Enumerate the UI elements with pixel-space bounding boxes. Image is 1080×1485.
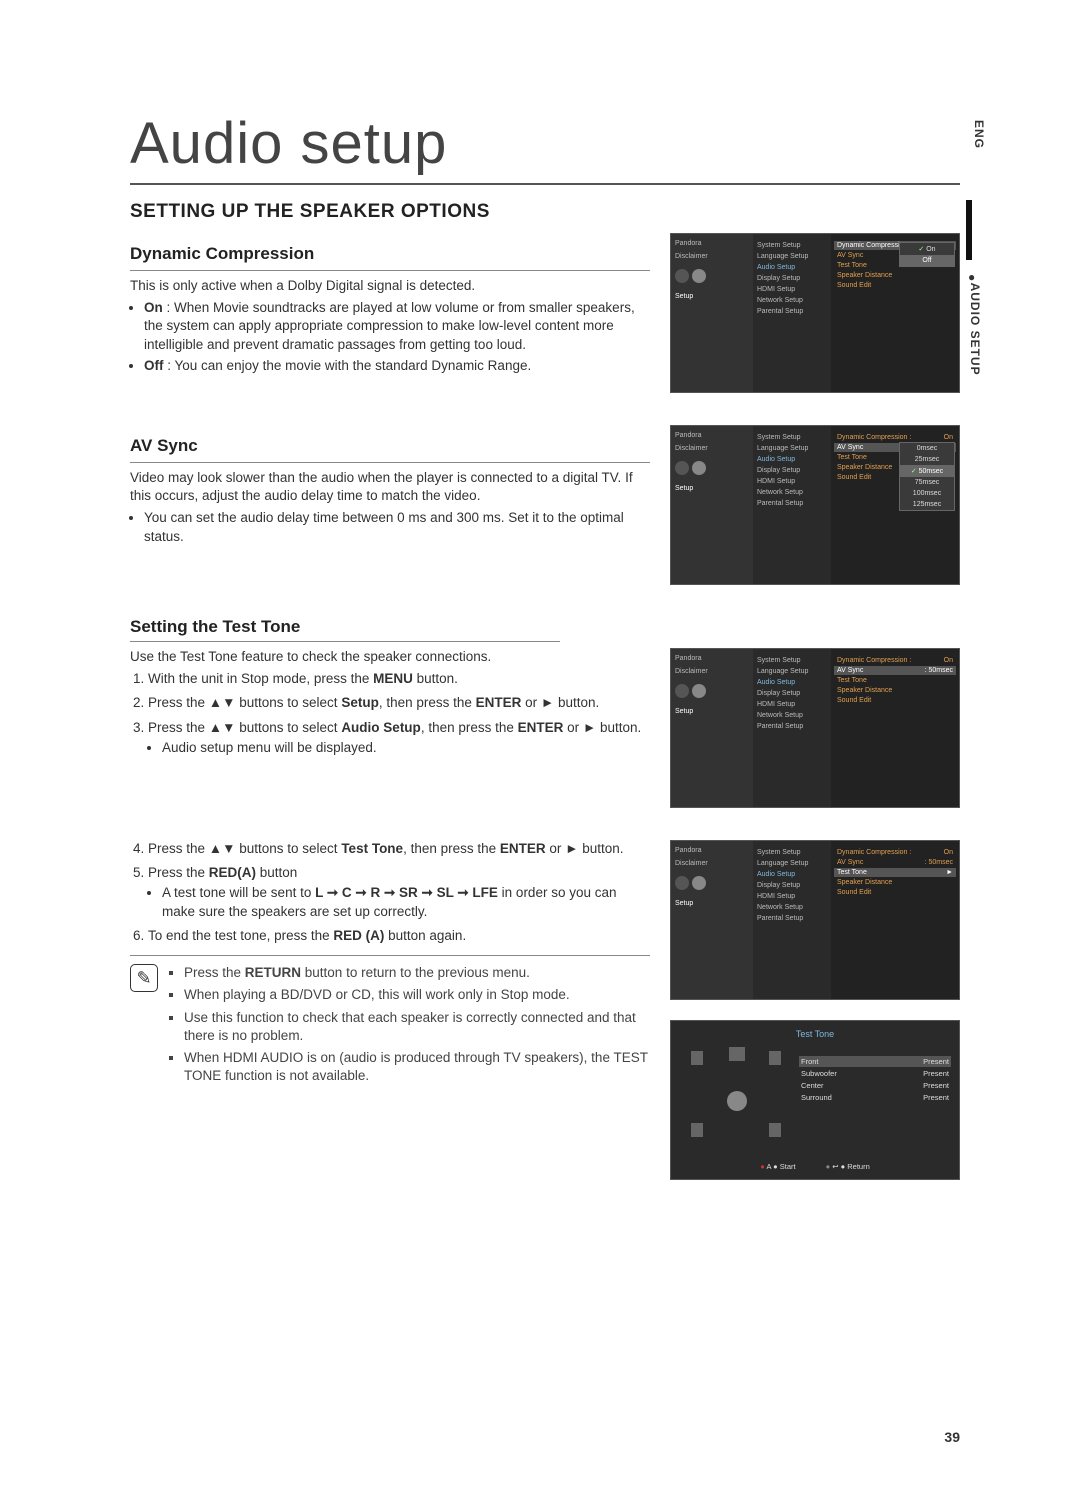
dc-heading: Dynamic Compression	[130, 243, 650, 271]
avsync-menu-screenshot: Pandora Disclaimer Setup System Setup La…	[670, 425, 960, 585]
section-heading: SETTING UP THE SPEAKER OPTIONS	[130, 201, 960, 223]
dynamic-compression-section: Dynamic Compression This is only active …	[130, 233, 960, 413]
avsync-intro: Video may look slower than the audio whe…	[130, 469, 650, 505]
note-4: When HDMI AUDIO is on (audio is produced…	[184, 1049, 650, 1085]
testtone-heading: Setting the Test Tone	[130, 617, 560, 642]
tt-intro: Use the Test Tone feature to check the s…	[130, 648, 650, 666]
test-tone-section-2: Press the ▲▼ buttons to select Test Tone…	[130, 840, 960, 1180]
avsync-heading: AV Sync	[130, 435, 650, 463]
tt-step4: Press the ▲▼ buttons to select Test Tone…	[148, 840, 650, 858]
dc-bullet-off: Off : You can enjoy the movie with the s…	[144, 357, 650, 375]
page-number: 39	[944, 1429, 960, 1445]
av-sync-section: AV Sync Video may look slower than the a…	[130, 425, 960, 605]
dc-intro: This is only active when a Dolby Digital…	[130, 277, 650, 295]
side-indicator-bar	[966, 200, 972, 260]
note-3: Use this function to check that each spe…	[184, 1009, 650, 1045]
testtone-speaker-screenshot: Test Tone FrontPresent SubwooferPresent …	[670, 1020, 960, 1180]
dc-bullet-on: On : When Movie soundtracks are played a…	[144, 299, 650, 354]
tt-step3: Press the ▲▼ buttons to select Audio Set…	[148, 719, 650, 757]
note-1: Press the RETURN button to return to the…	[184, 964, 650, 982]
note-2: When playing a BD/DVD or CD, this will w…	[184, 986, 650, 1004]
tt-step5: Press the RED(A) button A test tone will…	[148, 864, 650, 921]
lang-tab: ENG	[972, 120, 986, 149]
test-tone-section-1: Use the Test Tone feature to check the s…	[130, 648, 960, 828]
tt-step6: To end the test tone, press the RED (A) …	[148, 927, 650, 945]
note-box: ✎ Press the RETURN button to return to t…	[130, 955, 650, 1089]
avsync-bullet: You can set the audio delay time between…	[144, 509, 650, 545]
section-side-tab: AUDIO SETUP	[968, 270, 986, 376]
testtone-menu-screenshot-2: Pandora Disclaimer Setup System Setup La…	[670, 840, 960, 1000]
tt-step1: With the unit in Stop mode, press the ME…	[148, 670, 650, 688]
testtone-menu-screenshot-1: Pandora Disclaimer Setup System Setup La…	[670, 648, 960, 808]
dc-menu-screenshot: Pandora Disclaimer Setup System Setup La…	[670, 233, 960, 393]
page-title: Audio setup	[130, 110, 960, 185]
note-icon: ✎	[130, 964, 158, 992]
tt-step2: Press the ▲▼ buttons to select Setup, th…	[148, 694, 650, 712]
